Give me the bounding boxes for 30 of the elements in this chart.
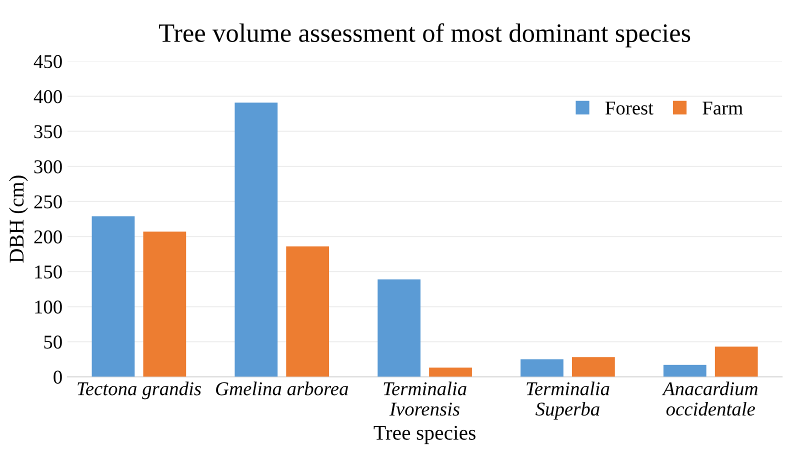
x-tick-label: Terminalia Superba [526,382,610,420]
y-tick-label: 0 [54,370,62,384]
y-tick-label: 450 [34,55,62,68]
bar [429,368,472,377]
legend-label: Forest [605,102,654,115]
x-tick-label: Gmelina arborea [216,382,348,396]
bar [286,246,330,377]
bar [234,102,278,377]
bar [572,357,615,377]
y-tick-label: 200 [34,230,62,244]
x-tick-label: Anacardium occidentale [662,382,758,416]
bar [520,359,564,377]
x-axis-title: Tree species [374,426,476,444]
y-tick-label: 350 [34,125,62,138]
legend-label: Farm [702,102,743,115]
y-tick-label: 100 [35,300,62,314]
y-tick-label: 400 [34,90,62,104]
bar [714,346,758,377]
bar [143,232,186,377]
chart-title: Tree volume assessment of most dominant species [158,23,690,48]
bar [92,216,135,377]
y-axis-title: DBH (cm) [9,176,28,263]
bar [378,279,420,377]
y-tick-label: 150 [35,265,62,279]
y-tick-label: 50 [44,336,62,349]
y-tick-label: 300 [34,160,62,174]
x-tick-label: Terminalia Ivorensis [384,382,466,416]
bar [663,364,706,377]
y-tick-label: 250 [34,195,62,208]
x-tick-label: Tectona grandis [78,382,201,400]
